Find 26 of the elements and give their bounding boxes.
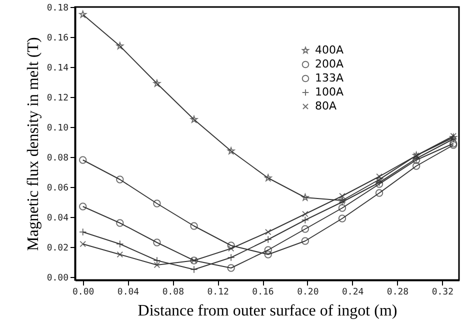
x-tick-label: 0.08 [162,288,184,298]
x-tick-label: 0.16 [252,288,274,298]
x-axis-title: Distance from outer surface of ingot (m) [138,302,398,320]
y-tick-label: 0.08 [46,154,68,164]
x-tick-label: 0.12 [207,288,229,298]
x-tick-label: 0.04 [117,288,140,298]
legend-label: 80A [315,100,337,112]
y-tick-label: 0.14 [46,64,68,74]
legend-label: 200A [315,58,344,70]
y-tick-label: 0.00 [46,274,68,284]
y-tick-label: 0.10 [46,124,68,134]
x-tick-label: 0.20 [297,288,319,298]
y-tick-label: 0.16 [46,34,68,44]
y-tick-label: 0.18 [46,4,68,14]
y-tick-label: 0.02 [46,244,68,254]
y-axis-title: Magnetic flux density in melt (T) [24,37,42,251]
y-tick-label: 0.04 [46,214,68,224]
x-tick-label: 0.00 [72,288,94,298]
legend-label: 133A [315,72,344,84]
legend-label: 400A [315,44,344,56]
legend-label: 100A [315,86,344,98]
x-tick-label: 0.24 [342,288,364,298]
y-tick-label: 0.06 [46,184,68,194]
x-tick-label: 0.32 [432,288,454,298]
x-tick-label: 0.28 [386,288,409,298]
y-tick-label: 0.12 [46,94,68,104]
